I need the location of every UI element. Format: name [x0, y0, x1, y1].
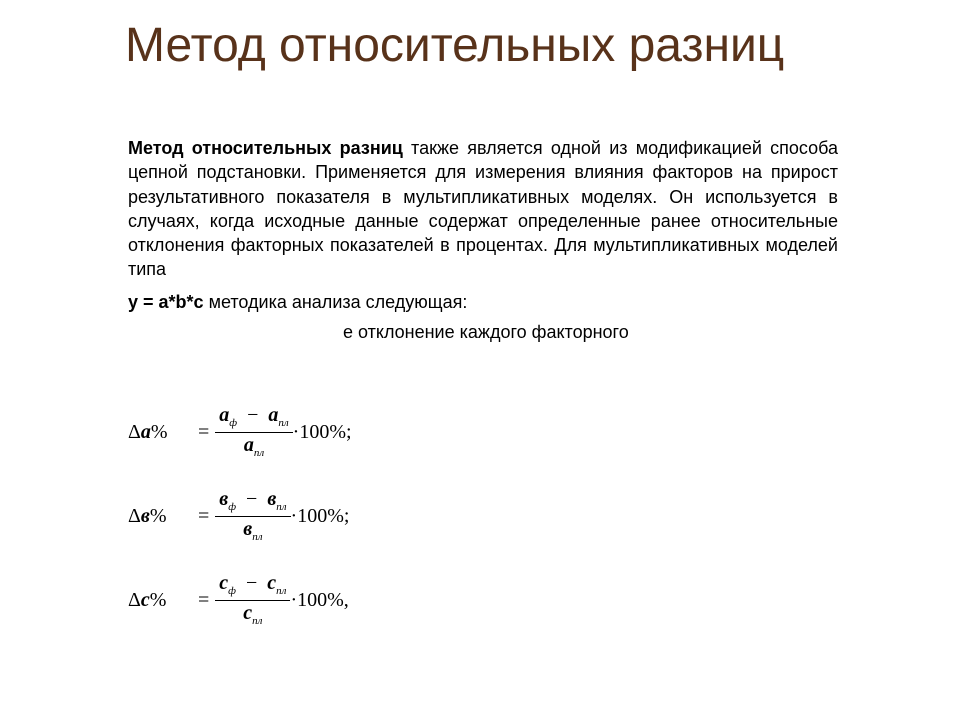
paragraph-3-fragment: е отклонение каждого факторного — [343, 320, 838, 344]
formula-block: Δa% = aф − aпл aпл ·100%; Δв% = вф − — [128, 405, 548, 657]
fragment-text: е отклонение каждого факторного — [343, 322, 629, 342]
body-text-block: Метод относительных разниц также являетс… — [128, 136, 838, 344]
paragraph-2: у = a*b*c методика анализа следующая: — [128, 290, 838, 314]
formula-delta-c: Δc% = cф − cпл cпл ·100%, — [128, 573, 548, 627]
paragraph-1: Метод относительных разниц также являетс… — [128, 136, 838, 282]
model-formula: у = a*b*c — [128, 292, 204, 312]
formula-delta-b: Δв% = вф − впл впл ·100%; — [128, 489, 548, 543]
slide-title: Метод относительных разниц — [125, 18, 885, 73]
model-rest: методика анализа следующая: — [204, 292, 468, 312]
formula-delta-a: Δa% = aф − aпл aпл ·100%; — [128, 405, 548, 459]
lead-bold: Метод относительных разниц — [128, 138, 403, 158]
lead-rest: также является одной из модификацией спо… — [128, 138, 838, 279]
